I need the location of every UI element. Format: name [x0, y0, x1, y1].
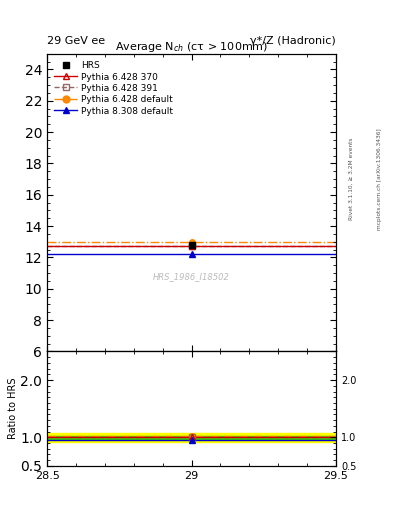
Bar: [47, 433, 336, 442]
Text: HRS_1986_I18502: HRS_1986_I18502: [153, 272, 230, 282]
Title: Average N$_{ch}$ (cτ > 100mm): Average N$_{ch}$ (cτ > 100mm): [115, 39, 268, 54]
Text: γ*/Z (Hadronic): γ*/Z (Hadronic): [250, 36, 336, 46]
Y-axis label: Ratio to HRS: Ratio to HRS: [7, 378, 18, 439]
Text: 29 GeV ee: 29 GeV ee: [47, 36, 105, 46]
Text: mcplots.cern.ch [arXiv:1306.3436]: mcplots.cern.ch [arXiv:1306.3436]: [377, 129, 382, 230]
Legend: HRS, Pythia 6.428 370, Pythia 6.428 391, Pythia 6.428 default, Pythia 8.308 defa: HRS, Pythia 6.428 370, Pythia 6.428 391,…: [51, 58, 176, 118]
Bar: [47, 436, 336, 439]
Text: Rivet 3.1.10, ≥ 3.2M events: Rivet 3.1.10, ≥ 3.2M events: [349, 138, 354, 221]
